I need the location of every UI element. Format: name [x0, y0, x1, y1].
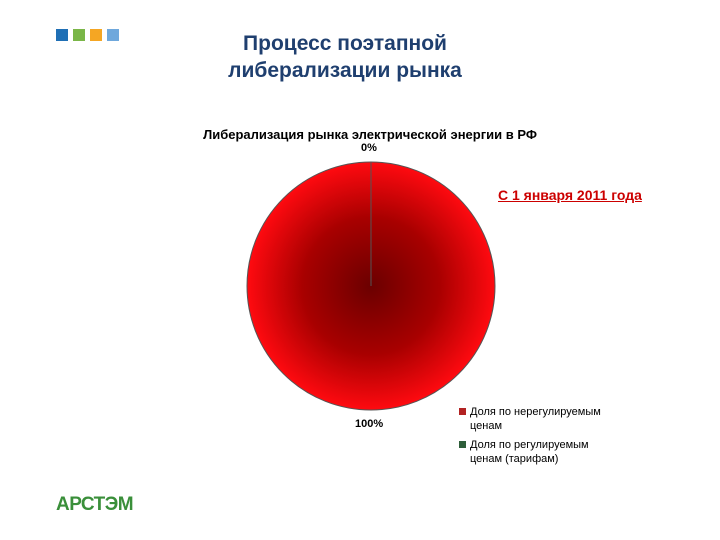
callout-date: С 1 января 2011 года	[498, 187, 642, 203]
legend-label-regulated-line1: Доля по регулируемым	[470, 439, 589, 451]
chart-title: Либерализация рынка электрической энерги…	[203, 127, 537, 142]
square-lightblue	[107, 29, 119, 41]
square-green	[73, 29, 85, 41]
square-orange	[90, 29, 102, 41]
legend-swatch-regulated	[459, 441, 466, 448]
square-blue	[56, 29, 68, 41]
data-label-regulated: 0%	[361, 142, 377, 154]
logo-squares	[56, 29, 119, 41]
legend-item-regulated: Доля по регулируемым ценам (тарифам)	[459, 438, 659, 466]
pie-chart	[246, 161, 496, 411]
legend-label-regulated-line2: ценам (тарифам)	[470, 453, 559, 465]
slide-title-line2: либерализации рынка	[228, 59, 462, 82]
legend-label-unregulated: Доля по нерегулируемым ценам	[470, 405, 601, 433]
data-label-unregulated: 100%	[355, 418, 384, 430]
legend-label-regulated: Доля по регулируемым ценам (тарифам)	[470, 438, 589, 466]
legend-item-unregulated: Доля по нерегулируемым ценам	[459, 405, 659, 433]
legend-label-unregulated-line2: ценам	[470, 420, 503, 432]
legend-swatch-unregulated	[459, 408, 466, 415]
slide-title-line1: Процесс поэтапной	[243, 32, 447, 55]
slide-title: Процесс поэтапной либерализации рынка	[190, 30, 500, 84]
legend-label-unregulated-line1: Доля по нерегулируемым	[470, 406, 601, 418]
company-logo: АРСТЭМ	[56, 494, 134, 515]
chart-legend: Доля по нерегулируемым ценам Доля по рег…	[459, 405, 659, 471]
